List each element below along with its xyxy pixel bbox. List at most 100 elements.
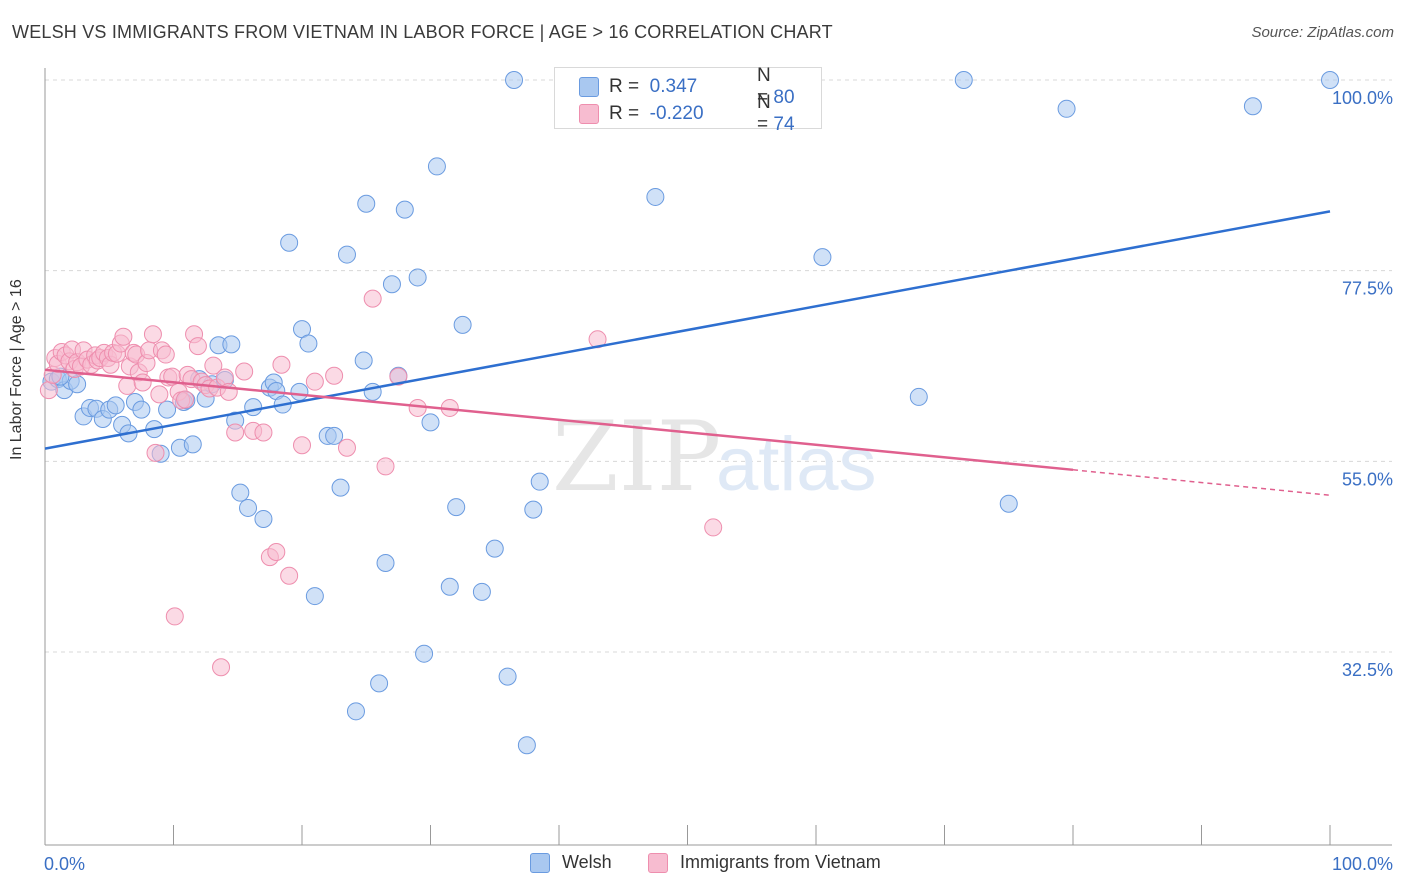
welsh-r-value: 0.347 (649, 76, 698, 97)
vietnam-point (293, 436, 311, 455)
vietnam-r-value: -0.220 (649, 103, 704, 124)
legend-item-welsh: Welsh (530, 852, 612, 873)
welsh-point (440, 577, 459, 596)
vietnam-n-label: N = (757, 92, 771, 135)
legend-row-vietnam: R = -0.220 N = 74 (579, 92, 795, 135)
watermark-zip: ZIP (552, 401, 721, 513)
welsh-point (382, 275, 401, 294)
y-tick-label: 100.0% (1332, 88, 1393, 108)
vietnam-point (704, 518, 723, 537)
chart-title: WELSH VS IMMIGRANTS FROM VIETNAM IN LABO… (12, 22, 833, 42)
welsh-n-label: N = (757, 65, 771, 108)
series-legend: Welsh Immigrants from Vietnam (0, 852, 1406, 878)
welsh-point (1057, 99, 1076, 118)
vietnam-point (39, 381, 58, 400)
vietnam-point (146, 443, 165, 462)
vietnam-points (39, 289, 723, 677)
welsh-points (42, 71, 1339, 755)
vietnam-point (267, 543, 286, 562)
welsh-n-value: 80 (773, 87, 795, 108)
welsh-point (290, 382, 309, 401)
vietnam-point (114, 327, 133, 346)
welsh-point (524, 500, 543, 519)
welsh-r-label: R = (609, 76, 640, 97)
legend-welsh-label: Welsh (562, 852, 612, 872)
vietnam-point (133, 373, 152, 392)
welsh-point (357, 194, 376, 213)
vietnam-point (254, 423, 273, 442)
trend-lines (44, 210, 1331, 496)
welsh-point (337, 245, 356, 264)
welsh-point (485, 539, 504, 558)
vietnam-point (337, 438, 356, 457)
welsh-point (299, 334, 318, 353)
vietnam-point (165, 607, 184, 626)
tick-labels: 32.5% 55.0% 77.5% 100.0% 0.0% 100.0% (44, 88, 1393, 874)
welsh-point (427, 157, 446, 176)
welsh-point (472, 582, 491, 601)
vietnam-point (143, 325, 162, 344)
welsh-point (244, 398, 263, 417)
vietnam-trend-line (44, 368, 1074, 472)
welsh-swatch (579, 77, 599, 97)
vietnam-point (204, 356, 223, 375)
welsh-point (954, 71, 973, 89)
welsh-point (530, 472, 549, 491)
welsh-point (646, 187, 665, 206)
legend-row-welsh: R = 0.347 N = 80 (579, 65, 795, 108)
welsh-point (909, 387, 928, 406)
grid-lines (45, 79, 1392, 653)
y-axis-label: In Labor Force | Age > 16 (8, 279, 25, 460)
welsh-trend-line (44, 210, 1331, 450)
welsh-point (505, 71, 524, 89)
welsh-point (395, 200, 414, 219)
welsh-point (280, 233, 299, 252)
welsh-point (305, 587, 324, 606)
welsh-point (68, 375, 87, 394)
x-tick-label: 100.0% (1332, 854, 1393, 874)
welsh-point (370, 674, 389, 693)
vietnam-point (363, 289, 382, 308)
legend-vietnam-label: Immigrants from Vietnam (680, 852, 881, 872)
welsh-point (498, 667, 517, 686)
vietnam-point (226, 423, 245, 442)
welsh-point (231, 483, 250, 502)
welsh-point (421, 413, 440, 432)
welsh-point (331, 478, 350, 497)
welsh-point (1321, 71, 1339, 89)
vietnam-point (389, 367, 408, 386)
welsh-point (1243, 97, 1262, 116)
welsh-point (158, 400, 177, 419)
vietnam-point (150, 385, 169, 404)
vietnam-point (212, 658, 231, 677)
welsh-point (254, 509, 273, 528)
x-tick-label: 0.0% (44, 854, 85, 874)
y-tick-label: 55.0% (1342, 469, 1393, 489)
welsh-point (447, 498, 466, 517)
welsh-point (346, 702, 365, 721)
watermark-atlas: atlas (716, 422, 877, 507)
vietnam-point (280, 566, 299, 585)
vietnam-point (235, 362, 254, 381)
welsh-point (325, 426, 344, 445)
welsh-point (106, 396, 125, 415)
vietnam-swatch (579, 104, 599, 124)
welsh-point (376, 554, 395, 573)
legend-vietnam-swatch (648, 852, 668, 873)
y-tick-label: 77.5% (1342, 279, 1393, 299)
welsh-point (354, 351, 373, 370)
vietnam-point (305, 372, 324, 391)
welsh-point (408, 268, 427, 287)
welsh-point (517, 736, 536, 755)
vietnam-point (408, 398, 427, 417)
welsh-point (183, 435, 202, 454)
vietnam-point (118, 376, 137, 395)
vietnam-point (376, 457, 395, 476)
vietnam-point (156, 345, 175, 364)
legend-welsh-swatch (530, 852, 550, 873)
vietnam-point (176, 390, 195, 409)
welsh-point (239, 498, 258, 517)
welsh-point (132, 400, 151, 419)
